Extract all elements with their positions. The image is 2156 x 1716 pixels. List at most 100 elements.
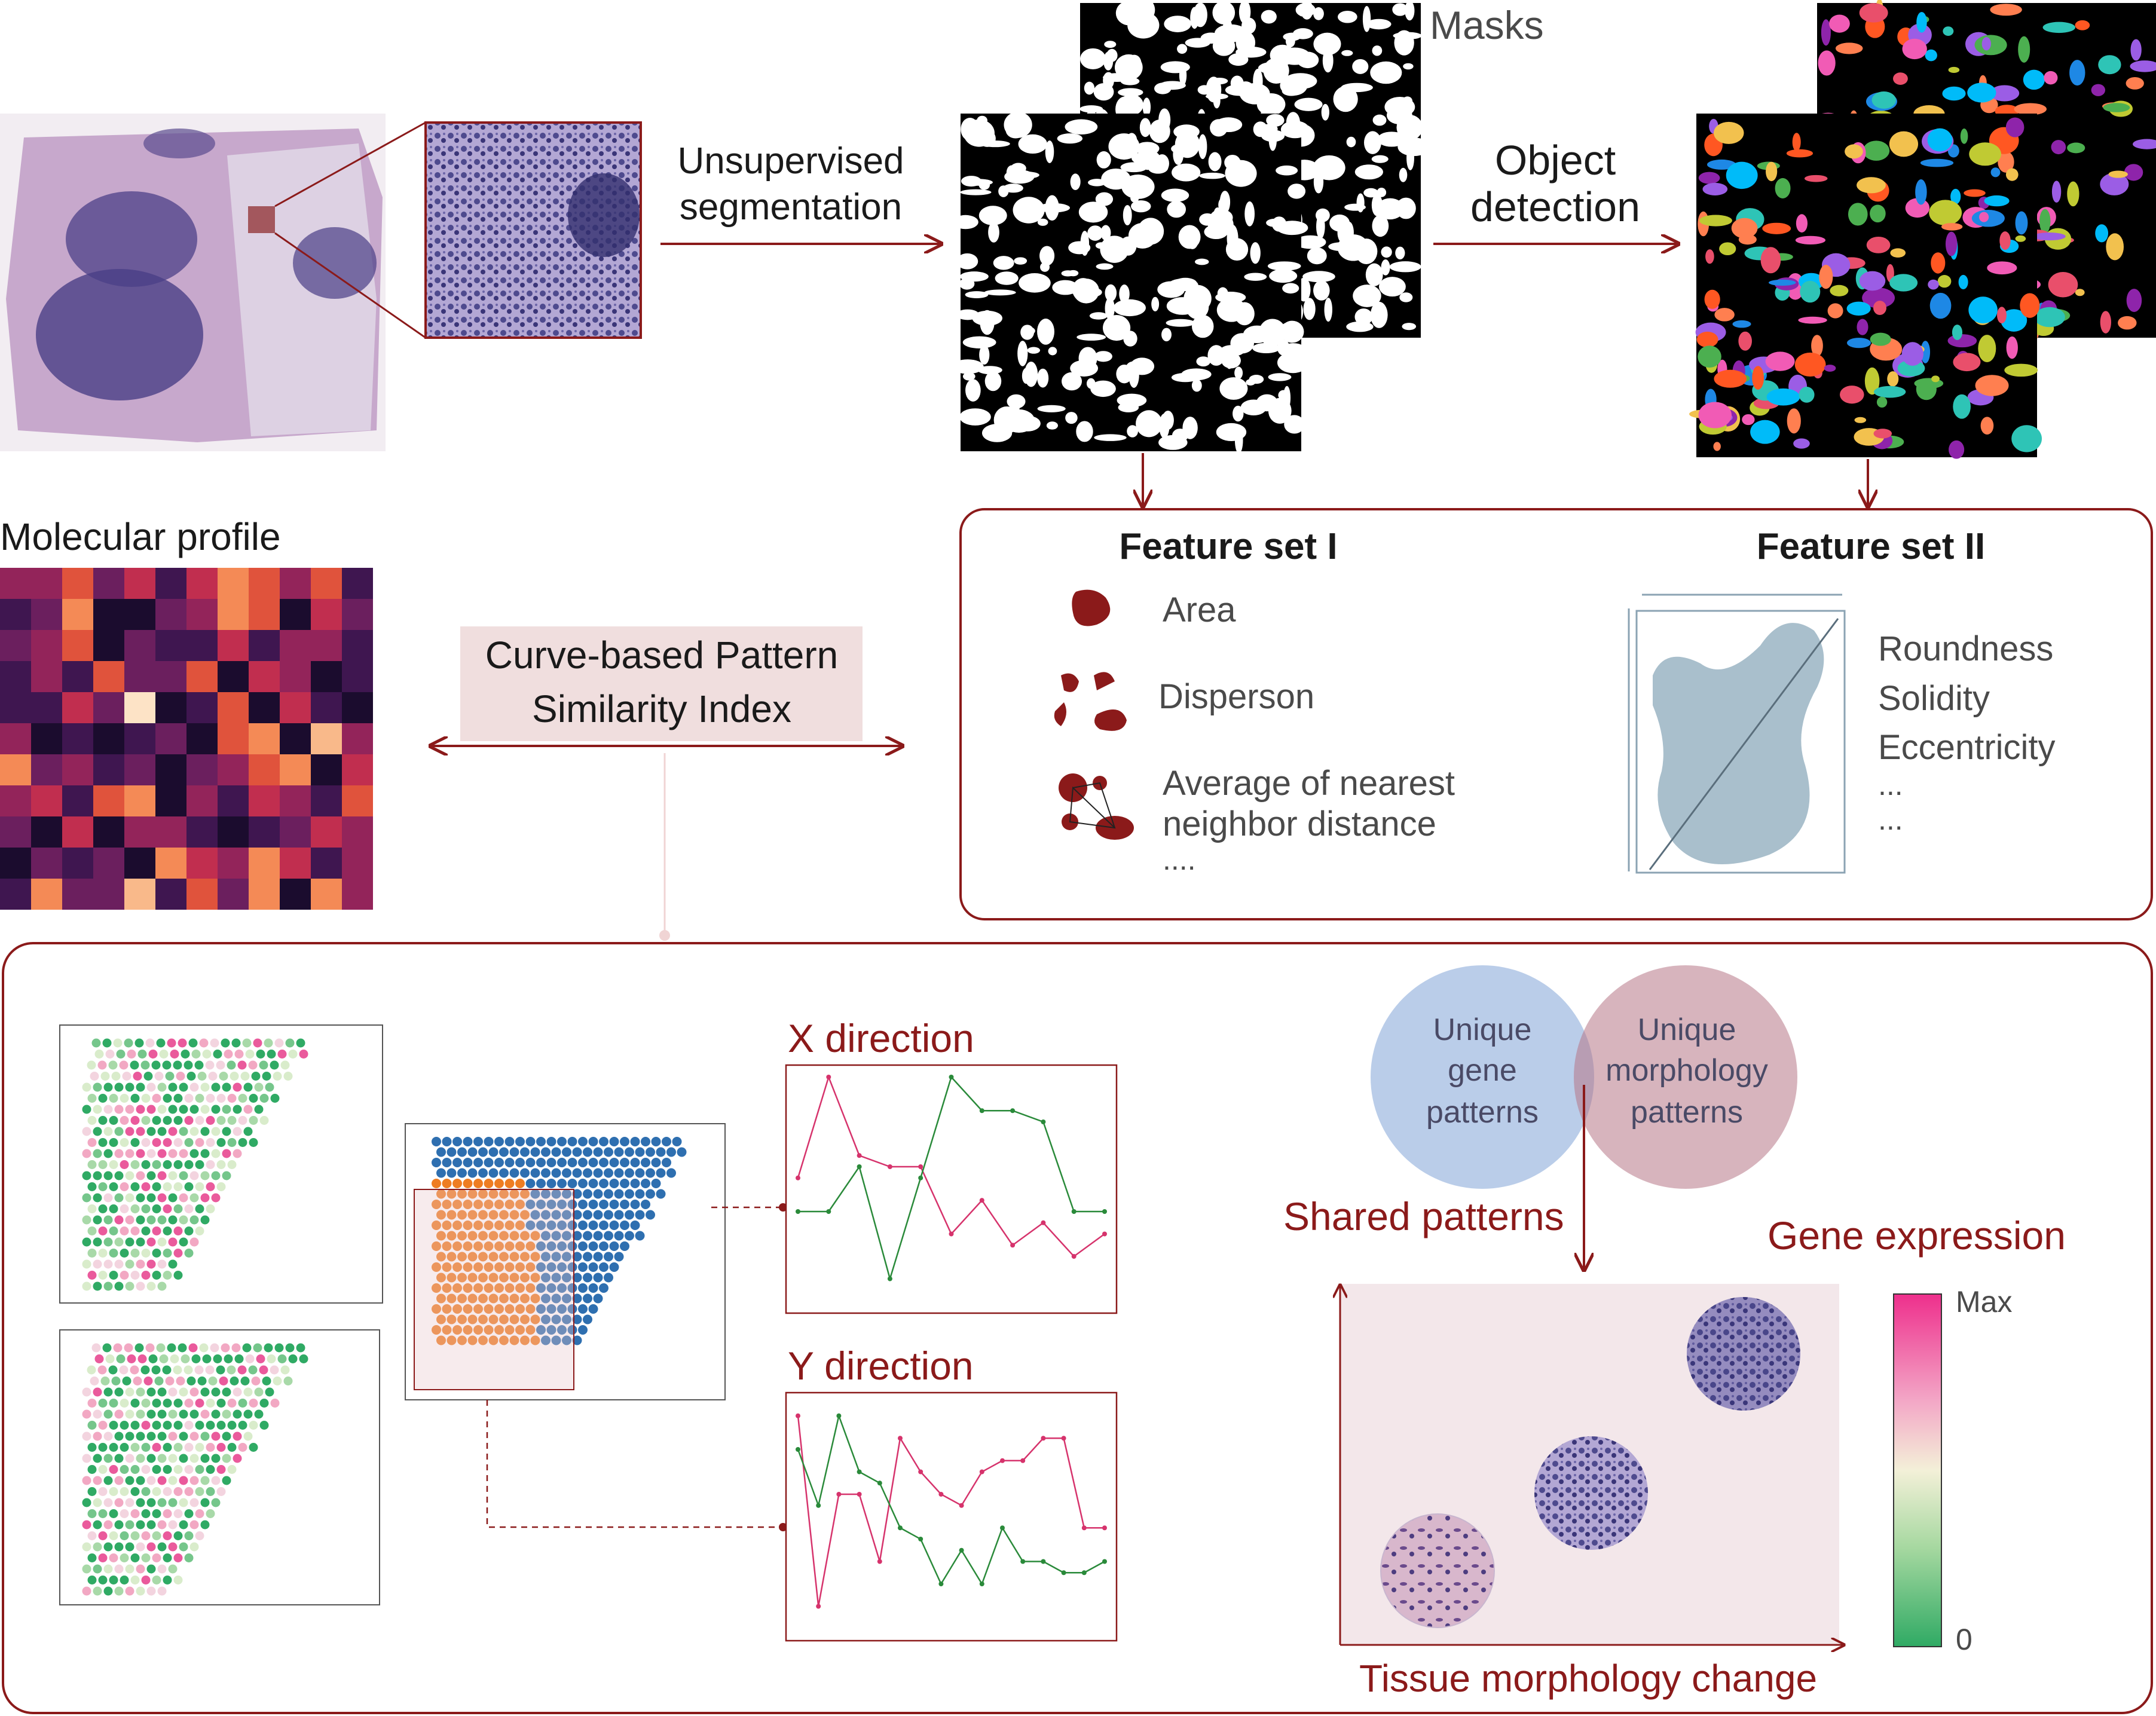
cluster-spot — [630, 1200, 640, 1209]
spatial-spot — [259, 1116, 269, 1125]
spatial-spot — [176, 1072, 185, 1081]
spatial-spot — [205, 1365, 215, 1375]
spatial-spot — [120, 1160, 129, 1169]
cluster-spot — [515, 1325, 525, 1335]
spatial-spot — [102, 1343, 112, 1353]
spatial-spot — [116, 1050, 126, 1059]
heatmap-cell — [249, 568, 280, 599]
data-point — [1102, 1525, 1107, 1531]
spatial-spot — [211, 1082, 221, 1092]
spatial-spot — [114, 1409, 124, 1419]
data-point — [918, 1469, 923, 1475]
heatmap-cell — [186, 848, 218, 879]
heatmap-cell — [124, 568, 155, 599]
spatial-spot — [270, 1365, 279, 1375]
spatial-spot — [93, 1193, 102, 1203]
mask-front — [952, 108, 1310, 454]
spatial-spot — [168, 1431, 178, 1441]
spatial-spot — [146, 1564, 156, 1574]
spatial-spot — [189, 1105, 199, 1114]
cluster-spot — [614, 1231, 624, 1241]
spatial-spot — [134, 1038, 144, 1048]
heatmap-cell — [62, 599, 93, 630]
spatial-spot — [98, 1443, 108, 1452]
cluster-spot — [651, 1158, 661, 1167]
cluster-spot — [442, 1158, 452, 1167]
cluster-spot — [609, 1241, 619, 1251]
spatial-spot — [173, 1160, 183, 1169]
spatial-spot — [243, 1387, 253, 1397]
cluster-spot — [478, 1231, 488, 1241]
cluster-spot — [473, 1262, 483, 1272]
spatial-spot — [125, 1193, 134, 1203]
spatial-spot — [82, 1409, 91, 1419]
spatial-spot — [141, 1531, 151, 1540]
heatmap-cell — [342, 816, 373, 848]
spatial-spot — [119, 1060, 129, 1070]
spatial-spot — [168, 1082, 178, 1092]
spatial-spot — [136, 1387, 145, 1397]
spatial-spot — [179, 1431, 188, 1441]
heatmap-cell — [155, 785, 186, 816]
spatial-spot — [154, 1072, 164, 1081]
spatial-spot — [165, 1377, 175, 1385]
cluster-spot — [457, 1210, 467, 1220]
cluster-spot — [572, 1314, 582, 1325]
cluster-spot — [588, 1283, 598, 1293]
spatial-spot — [111, 1377, 121, 1385]
spatial-spot — [141, 1465, 151, 1474]
cluster-spot — [467, 1335, 478, 1345]
cluster-spot — [494, 1283, 504, 1293]
spatial-spot — [168, 1387, 178, 1397]
cluster-spot — [432, 1325, 441, 1335]
data-point — [1000, 1525, 1005, 1531]
cluster-spot — [442, 1262, 452, 1272]
spatial-spot — [206, 1204, 215, 1213]
spatial-spot — [93, 1082, 102, 1092]
spatial-spot — [125, 1564, 134, 1574]
spatial-spot — [97, 1365, 107, 1375]
spatial-spot — [288, 1050, 298, 1059]
colorbar-min: 0 — [1956, 1623, 1972, 1656]
cluster-spot — [551, 1189, 561, 1199]
colorbar-max: Max — [1956, 1285, 2012, 1319]
cluster-spot — [499, 1314, 509, 1325]
cluster-spot — [515, 1241, 525, 1251]
spatial-spot — [163, 1487, 172, 1496]
cluster-spot — [488, 1210, 499, 1220]
spatial-spot — [173, 1509, 183, 1518]
cluster-spot — [557, 1241, 567, 1251]
spatial-spot — [157, 1193, 167, 1203]
spatial-spot — [237, 1365, 247, 1375]
cluster-spot — [442, 1241, 452, 1251]
spatial-spot — [152, 1182, 161, 1191]
cluster-spot — [515, 1221, 525, 1230]
cluster-spot — [541, 1168, 551, 1178]
cluster-spot — [515, 1304, 525, 1314]
cluster-spot — [551, 1252, 561, 1262]
data-point — [1000, 1458, 1005, 1463]
spatial-spot — [103, 1586, 113, 1596]
spatial-spot — [173, 1421, 183, 1430]
spatial-spot — [100, 1377, 110, 1385]
spatial-spot — [91, 1038, 101, 1048]
spatial-spot — [146, 1149, 156, 1158]
heatmap-cell — [342, 568, 373, 599]
spatial-spot — [152, 1160, 161, 1169]
cluster-spot — [530, 1231, 540, 1241]
cluster-spot — [520, 1314, 530, 1325]
cluster-spot — [546, 1200, 556, 1209]
spatial-spot — [157, 1520, 167, 1530]
cluster-spot — [457, 1335, 467, 1345]
spatial-spot — [188, 1038, 198, 1048]
cluster-spot — [604, 1168, 613, 1178]
spatial-spot — [130, 1060, 139, 1070]
cluster-spot — [525, 1283, 536, 1293]
spatial-spot — [179, 1171, 188, 1180]
spatial-spot — [267, 1354, 276, 1363]
spatial-spot — [120, 1271, 129, 1280]
cluster-spot — [499, 1168, 509, 1178]
spatial-spot — [93, 1171, 102, 1180]
spatial-spot — [82, 1237, 91, 1247]
cluster-spot — [588, 1221, 598, 1230]
